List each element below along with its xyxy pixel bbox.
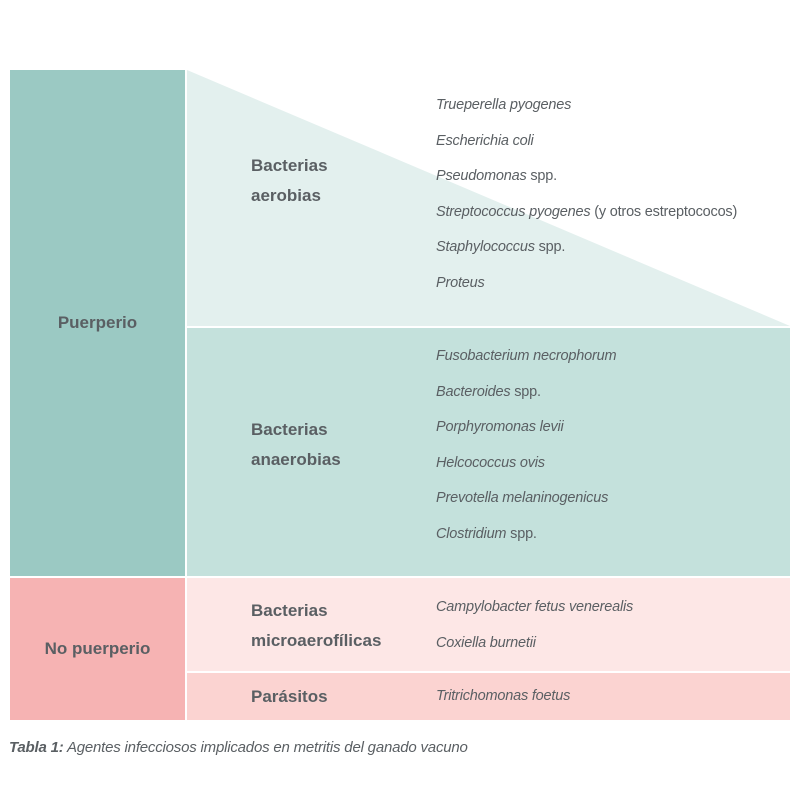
species-list-anaerobias: Fusobacterium necrophorum Bacteroides sp… — [436, 339, 617, 553]
category-anaerobias-line1: Bacterias — [251, 420, 328, 439]
species-item: Pseudomonas spp. — [436, 168, 557, 185]
category-aerobias-line2: aerobias — [251, 186, 321, 205]
aerobias-row-background — [187, 70, 790, 326]
species-item: Escherichia coli — [436, 132, 534, 149]
category-anaerobias-line2: anaerobias — [251, 450, 341, 469]
group-no-puerperio-label: No puerperio — [44, 639, 151, 658]
caption-text: Agentes infecciosos implicados en metrit… — [63, 739, 468, 756]
group-no-puerperio: No puerperio — [10, 578, 185, 720]
species-item: Staphylococcus spp. — [436, 239, 566, 256]
category-anaerobias: Bacterias anaerobias — [251, 415, 341, 475]
aerobias-triangle — [187, 70, 790, 326]
category-parasitos-line1: Parásitos — [251, 687, 328, 706]
species-list-microaerofilicas: Campylobacter fetus venerealis Coxiella … — [436, 590, 633, 661]
parasitos-row-background — [187, 673, 790, 720]
group-puerperio: Puerperio — [10, 70, 185, 576]
species-item: Helcococcus ovis — [436, 454, 545, 471]
caption-label: Tabla 1: — [9, 739, 64, 756]
species-item: Campylobacter fetus venerealis — [436, 599, 634, 615]
species-item: Tritrichomonas foetus — [436, 688, 571, 704]
species-item: Prevotella melaninogenicus — [436, 490, 609, 507]
category-microaerofilicas-line2: microaerofílicas — [251, 631, 382, 650]
group-puerperio-label: Puerperio — [57, 313, 138, 332]
category-microaerofilicas-line1: Bacterias — [251, 601, 328, 620]
species-item: Fusobacterium necrophorum — [436, 348, 617, 364]
species-list-aerobias: Trueperella pyogenes Escherichia coli Ps… — [436, 88, 737, 302]
category-parasitos: Parásitos — [251, 682, 328, 712]
species-item: Proteus — [436, 274, 485, 291]
species-item: Clostridium spp. — [436, 525, 537, 542]
species-item: Coxiella burnetii — [436, 634, 536, 651]
category-aerobias: Bacterias aerobias — [251, 151, 328, 211]
species-item: Porphyromonas levii — [436, 419, 564, 436]
category-aerobias-line1: Bacterias — [251, 156, 328, 175]
species-list-parasitos: Tritrichomonas foetus — [436, 679, 570, 715]
category-microaerofilicas: Bacterias microaerofílicas — [251, 596, 381, 656]
microaerofilicas-row-background — [187, 578, 790, 671]
table-caption: Tabla 1: Agentes infecciosos implicados … — [9, 739, 468, 756]
species-item: Streptococcus pyogenes (y otros estrepto… — [436, 203, 738, 220]
anaerobias-row-background — [187, 328, 790, 576]
species-item: Bacteroides spp. — [436, 383, 541, 400]
species-item: Trueperella pyogenes — [436, 97, 572, 113]
